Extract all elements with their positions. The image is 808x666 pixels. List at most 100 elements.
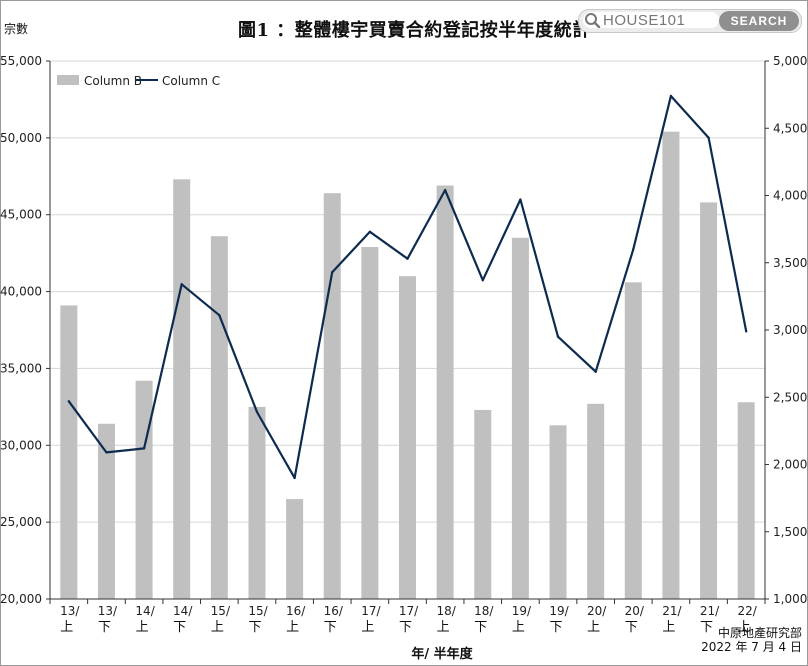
chart-title: 圖1 ：整體樓宇買賣合約登記按半年度統計 [238, 20, 591, 41]
bar [210, 236, 228, 599]
search-input-value: HOUSE101 [603, 11, 686, 29]
x-axis-title: 年/ 半年度 [411, 646, 473, 662]
line-point [556, 335, 560, 338]
y-axis-left-label: 宗數 [4, 22, 29, 36]
y-left-tick-label: 30,000 [0, 438, 42, 452]
x-tick-label-year: 21/ [662, 604, 682, 618]
y-right-tick-label: 4,000 [773, 189, 807, 203]
y-left-tick-label: 25,000 [0, 515, 42, 529]
y-right-tick-label: 3,500 [773, 256, 807, 270]
y-right-tick-label: 3,000 [773, 323, 807, 337]
line-point [255, 410, 259, 414]
line-point [331, 270, 334, 274]
bar [399, 276, 416, 599]
x-tick-label-year: 15/ [211, 604, 231, 618]
x-tick-label-half: 上 [738, 620, 751, 635]
line-point [443, 188, 447, 192]
x-tick-label-year: 17/ [361, 604, 381, 618]
x-tick-label-half: 上 [437, 620, 450, 635]
search-icon [583, 12, 603, 29]
x-tick-label-half: 上 [136, 620, 149, 635]
x-tick-label-half: 下 [700, 620, 713, 635]
x-tick-label-half: 上 [587, 620, 600, 635]
search-widget: HOUSE101 SEARCH [578, 9, 802, 33]
line-point [594, 370, 597, 373]
x-tick-label-year: 21/ [700, 604, 720, 618]
bar [474, 409, 492, 599]
x-tick-label-half: 上 [361, 620, 374, 635]
y-left-tick-label: 20,000 [0, 592, 42, 606]
line-point [707, 136, 710, 139]
bar [549, 425, 567, 599]
bar [60, 305, 78, 599]
bar [737, 402, 755, 599]
x-tick-label-year: 14/ [173, 604, 193, 618]
line-point [632, 248, 635, 251]
y-right-tick-label: 1,500 [773, 525, 807, 539]
search-button[interactable]: SEARCH [719, 11, 799, 31]
legend-swatch-column-b [57, 75, 79, 85]
y-right-tick-label: 1,000 [773, 592, 807, 606]
x-tick-label-year: 15/ [248, 604, 268, 618]
bar [511, 237, 529, 599]
y-right-tick-label: 2,500 [773, 390, 807, 404]
axes: 20,000 25,000 30,000 35,000 40,000 45,000 50,0… [0, 54, 807, 662]
line-point [67, 400, 71, 403]
y-left-tick-label: 35,000 [0, 361, 42, 375]
y-left-tick-label: 50,000 [0, 131, 42, 145]
bar [587, 403, 605, 599]
x-tick-label-half: 下 [248, 620, 261, 635]
bar [361, 246, 379, 599]
x-tick-label-year: 18/ [436, 604, 456, 618]
x-tick-label-half: 上 [662, 620, 675, 635]
search-input[interactable]: HOUSE101 [583, 11, 719, 29]
legend-label-column-b: Column B [84, 74, 142, 88]
x-tick-label-half: 下 [173, 620, 186, 635]
bar [173, 179, 191, 600]
x-tick-label-year: 17/ [399, 604, 419, 618]
x-tick-label-year: 18/ [474, 604, 494, 618]
line-point [519, 198, 522, 201]
line-point [669, 94, 673, 98]
source-date: 2022 年 7 月 4 日 [701, 640, 802, 654]
line-point [142, 447, 146, 450]
bar [700, 202, 718, 599]
line-point [105, 451, 108, 454]
x-tick-label-half: 上 [512, 620, 525, 635]
y-right-tick-label: 5,000 [773, 54, 807, 68]
x-tick-label-half: 下 [399, 620, 412, 635]
x-tick-label-half: 下 [324, 620, 337, 635]
line-point [368, 230, 372, 234]
x-tick-label-half: 下 [625, 620, 638, 635]
bar [248, 406, 266, 599]
bar [436, 185, 454, 599]
x-tick-label-half: 上 [60, 620, 73, 635]
x-tick-label-half: 下 [98, 620, 111, 635]
x-tick-label-year: 20/ [625, 604, 645, 618]
x-tick-label-year: 16/ [286, 604, 306, 618]
source-note: 中原地產研究部 2022 年 7 月 4 日 [701, 626, 802, 654]
line-point [406, 257, 409, 260]
bar [662, 131, 680, 600]
legend: Column B Column C [57, 74, 220, 88]
y-left-tick-label: 45,000 [0, 208, 42, 222]
x-tick-label-year: 20/ [587, 604, 607, 618]
x-tick-label-year: 22/ [738, 604, 758, 618]
bar [286, 499, 304, 599]
y-right-tick-label: 4,500 [773, 121, 807, 135]
x-tick-label-year: 19/ [512, 604, 532, 618]
x-tick-label-year: 14/ [135, 604, 155, 618]
y-left-tick-label: 55,000 [0, 54, 42, 68]
x-tick-label-half: 上 [211, 620, 224, 635]
bar [323, 193, 341, 600]
x-tick-label-half: 下 [550, 620, 563, 635]
line-point [744, 330, 748, 333]
x-tick-label-year: 19/ [549, 604, 569, 618]
line-series [67, 94, 748, 480]
source-org: 中原地產研究部 [717, 626, 802, 640]
line-point [481, 279, 484, 282]
bar [624, 282, 642, 599]
bar [135, 380, 153, 599]
x-tick-label-half: 下 [474, 620, 487, 635]
